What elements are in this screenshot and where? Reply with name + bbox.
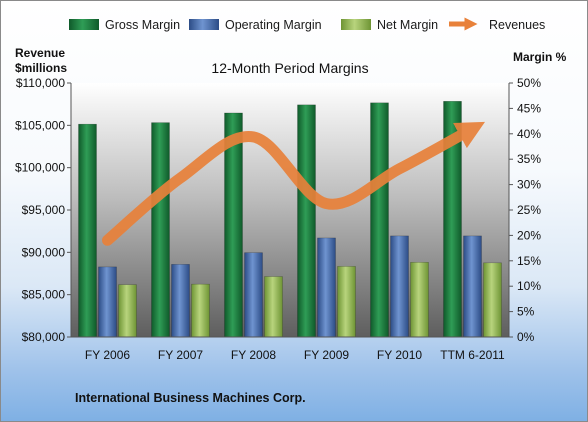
legend-label-revenues: Revenues	[489, 18, 545, 32]
x-tick-label: FY 2007	[158, 348, 203, 362]
right-axis-title: Margin %	[513, 50, 567, 64]
right-tick-label: 10%	[517, 279, 541, 293]
right-tick-label: 25%	[517, 203, 541, 217]
legend-label-operating-margin: Operating Margin	[225, 18, 322, 32]
bar-gross-margin-3	[297, 104, 316, 338]
left-tick-label: $85,000	[22, 288, 66, 302]
left-tick-label: $110,000	[16, 76, 65, 90]
bar-operating-margin-5	[463, 235, 482, 338]
left-tick-label: $80,000	[22, 330, 66, 344]
left-tick-label: $90,000	[22, 245, 66, 259]
bar-net-margin-4	[410, 262, 429, 338]
chart-title: 12-Month Period Margins	[211, 60, 368, 76]
right-tick-label: 15%	[517, 254, 541, 268]
bar-operating-margin-1	[171, 264, 190, 338]
right-tick-label: 40%	[517, 127, 541, 141]
right-tick-label: 0%	[517, 330, 535, 344]
legend-label-gross-margin: Gross Margin	[105, 18, 180, 32]
x-tick-label: FY 2010	[377, 348, 422, 362]
bar-gross-margin-0	[78, 123, 97, 338]
bar-net-margin-1	[191, 283, 210, 338]
left-tick-label: $95,000	[22, 203, 66, 217]
left-tick-label: $105,000	[15, 118, 65, 132]
x-tick-label: FY 2006	[85, 348, 130, 362]
revenue-line-group	[102, 121, 486, 246]
right-tick-label: 5%	[517, 305, 535, 319]
right-tick-label: 20%	[517, 228, 541, 242]
legend-swatch-gross-margin	[69, 19, 99, 30]
right-tick-label: 50%	[517, 76, 541, 90]
bar-operating-margin-0	[98, 266, 117, 338]
legend-label-net-margin: Net Margin	[377, 18, 438, 32]
axes-group: $80,000 $85,000 $90,000 $95,000 $100,000 $105…	[15, 76, 541, 362]
bar-gross-margin-1	[151, 122, 170, 338]
left-axis-title-line1: Revenue	[15, 46, 65, 60]
bar-net-margin-2	[264, 276, 283, 338]
revenue-line	[102, 121, 486, 246]
company-name: International Business Machines Corp.	[75, 391, 306, 405]
bars-group	[78, 101, 502, 338]
bar-net-margin-5	[483, 262, 502, 338]
bar-net-margin-0	[118, 284, 137, 338]
legend: Gross Margin Operating Margin Net Margin…	[69, 17, 545, 32]
bar-operating-margin-4	[390, 235, 409, 338]
x-tick-label: TTM 6-2011	[440, 348, 505, 362]
left-tick-label: $100,000	[15, 161, 65, 175]
right-tick-label: 45%	[517, 101, 541, 115]
bar-gross-margin-4	[370, 102, 389, 338]
legend-swatch-operating-margin	[189, 19, 219, 30]
right-tick-label: 30%	[517, 178, 541, 192]
bar-operating-margin-2	[244, 252, 263, 338]
right-tick-label: 35%	[517, 152, 541, 166]
legend-swatch-net-margin	[341, 19, 371, 30]
left-axis-title-line2: $millions	[15, 61, 67, 75]
x-tick-label: FY 2009	[304, 348, 349, 362]
bar-operating-margin-3	[317, 237, 336, 338]
bar-net-margin-3	[337, 266, 356, 338]
x-tick-label: FY 2008	[231, 348, 276, 362]
